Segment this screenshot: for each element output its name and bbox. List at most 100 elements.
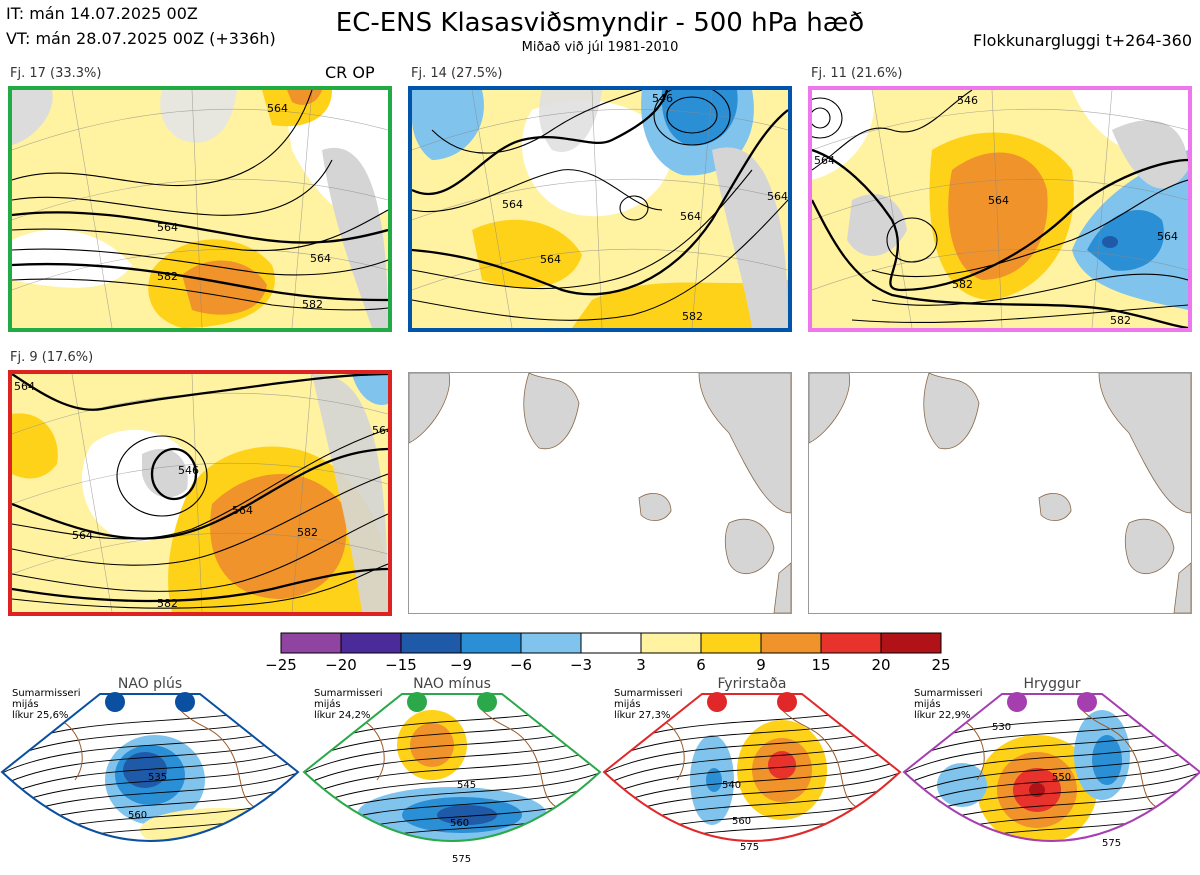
- regime-marker: [477, 692, 497, 712]
- panel-4-label: Fj. 9 (17.6%): [10, 350, 94, 365]
- colorbar-tick-label: 20: [871, 656, 891, 674]
- cluster-map-2: 546 564 564 564 582 564: [408, 86, 792, 332]
- contour-label: 582: [952, 278, 973, 291]
- regime-freq-label: mijás: [12, 699, 39, 710]
- colorbar-tick-label: −25: [265, 656, 297, 674]
- colorbar-tick-label: 6: [696, 656, 706, 674]
- colorbar-bin: [580, 632, 642, 654]
- contour-label: 564: [14, 380, 35, 393]
- page-subtitle: Miðað við júl 1981-2010: [521, 40, 679, 55]
- contour-label: 582: [682, 310, 703, 323]
- panel-1-label: Fj. 17 (33.3%): [10, 66, 102, 81]
- contour-label: 535: [148, 772, 167, 783]
- regime-prob: líkur 22,9%: [914, 710, 971, 721]
- contour-label: 564: [814, 154, 835, 167]
- regime-marker: [407, 692, 427, 712]
- regime-marker: [175, 692, 195, 712]
- contour-label: 564: [267, 102, 288, 115]
- valid-time: VT: mán 28.07.2025 00Z (+336h): [6, 29, 276, 48]
- contour-label: 564: [310, 252, 331, 265]
- contour-label: 546: [652, 92, 673, 105]
- contour-label: 564: [680, 210, 701, 223]
- regime-name: NAO plús: [117, 676, 183, 692]
- contour-label: 582: [157, 597, 178, 610]
- regime-season: Sumarmisseri: [314, 688, 383, 699]
- colorbar-tick-label: 15: [811, 656, 831, 674]
- empty-map-2: [808, 372, 1192, 614]
- regime-marker: [1077, 692, 1097, 712]
- regime-marker: [707, 692, 727, 712]
- regime-freq-label: mijás: [614, 699, 641, 710]
- contour-label: 560: [128, 810, 147, 821]
- contour-label: 582: [302, 298, 323, 311]
- contour-label: 564: [372, 424, 388, 437]
- regime-season: Sumarmisseri: [614, 688, 683, 699]
- contour-label: 546: [957, 94, 978, 107]
- colorbar-bin: [280, 632, 342, 654]
- colorbar-bin: [520, 632, 582, 654]
- cluster-window: Flokkunargluggi t+264-360: [973, 31, 1192, 50]
- regime-prob: líkur 27,3%: [614, 710, 671, 721]
- contour-label: 564: [502, 198, 523, 211]
- regime-marker: [1007, 692, 1027, 712]
- page-title: EC-ENS Klasasviðsmyndir - 500 hPa hæð: [335, 8, 865, 38]
- empty-map-1: [408, 372, 792, 614]
- colorbar: [279, 632, 943, 658]
- colorbar-bin: [460, 632, 522, 654]
- colorbar-bin: [340, 632, 402, 654]
- panel-3-label: Fj. 11 (21.6%): [811, 66, 903, 81]
- regime-name: Hryggur: [1023, 676, 1081, 692]
- panel-2-label: Fj. 14 (27.5%): [411, 66, 503, 81]
- regime-info: Sumarmisseri mijás líkur 24,2%: [314, 688, 382, 721]
- cluster-map-1: 564 564 582 582 564: [8, 86, 392, 332]
- contour-label: 575: [452, 854, 471, 865]
- regime-season: Sumarmisseri: [914, 688, 983, 699]
- contour-label: 545: [457, 780, 476, 791]
- contour-label: 550: [1052, 772, 1071, 783]
- regime-marker: [105, 692, 125, 712]
- contour-label: 564: [540, 253, 561, 266]
- regime-map: 545 560 575: [302, 690, 602, 871]
- regime-name: NAO mínus: [413, 676, 491, 692]
- colorbar-bin: [640, 632, 702, 654]
- contour-label: 560: [450, 818, 469, 829]
- contour-label: 564: [1157, 230, 1178, 243]
- contour-label: 575: [1102, 838, 1121, 849]
- colorbar-bin: [880, 632, 942, 654]
- contour-label: 560: [732, 816, 751, 827]
- regime-info: Sumarmisseri mijás líkur 27,3%: [614, 688, 682, 721]
- regime-season: Sumarmisseri: [12, 688, 81, 699]
- initial-time: IT: mán 14.07.2025 00Z: [6, 4, 198, 23]
- contour-label: 575: [740, 842, 759, 853]
- colorbar-bin: [760, 632, 822, 654]
- contour-label: 546: [178, 464, 199, 477]
- regime-info: Sumarmisseri mijás líkur 25,6%: [12, 688, 80, 721]
- colorbar-tick-label: −20: [325, 656, 357, 674]
- colorbar-tick-label: −9: [449, 656, 473, 674]
- colorbar-tick-label: 25: [931, 656, 951, 674]
- panel-1-tag: CR OP: [325, 63, 375, 82]
- colorbar-bin: [400, 632, 462, 654]
- colorbar-tick-label: −15: [385, 656, 417, 674]
- regime-prob: líkur 25,6%: [12, 710, 69, 721]
- regime-marker: [777, 692, 797, 712]
- regime-map: 540 560 575: [602, 690, 902, 871]
- regime-info: Sumarmisseri mijás líkur 22,9%: [914, 688, 982, 721]
- colorbar-bin: [700, 632, 762, 654]
- contour-label: 564: [157, 221, 178, 234]
- cluster-map-3: 546 564 564 582 582 564: [808, 86, 1192, 332]
- colorbar-tick-label: 9: [756, 656, 766, 674]
- regime-name: Fyrirstaða: [717, 676, 787, 692]
- contour-label: 564: [72, 529, 93, 542]
- colorbar-tick-label: −6: [509, 656, 533, 674]
- colorbar-bin: [820, 632, 882, 654]
- contour-label: 582: [297, 526, 318, 539]
- contour-label: 582: [1110, 314, 1131, 327]
- colorbar-tick-label: 3: [636, 656, 646, 674]
- regime-map: 535 560: [0, 690, 300, 871]
- colorbar-tick-label: −3: [569, 656, 593, 674]
- regime-freq-label: mijás: [914, 699, 941, 710]
- contour-label: 564: [767, 190, 788, 203]
- contour-label: 530: [992, 722, 1011, 733]
- contour-label: 564: [232, 504, 253, 517]
